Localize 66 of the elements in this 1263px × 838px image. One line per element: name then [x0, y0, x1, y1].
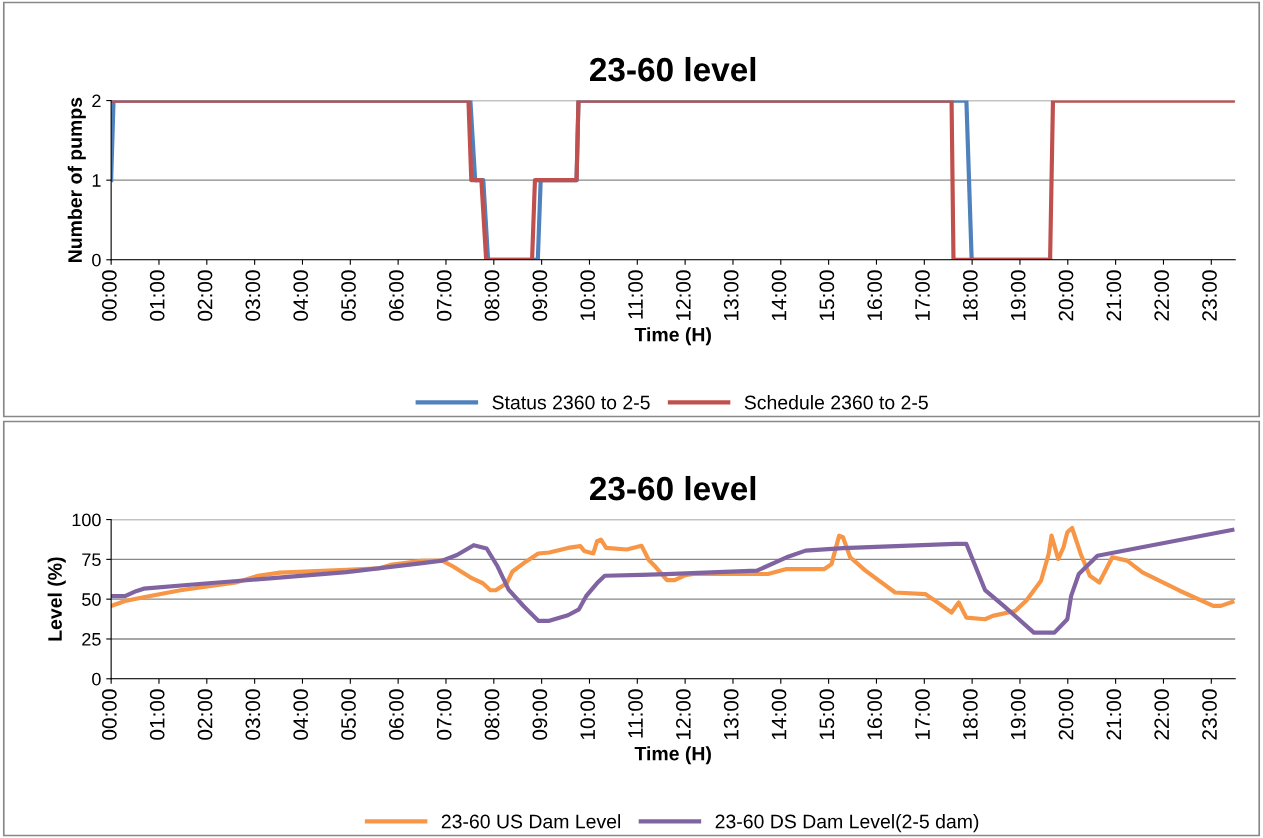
y-tick-label: 50: [82, 593, 101, 606]
x-tick-label: 00:00: [101, 270, 117, 321]
y-tick-label: 75: [82, 553, 101, 567]
x-tick-label: 14:00: [771, 689, 787, 740]
x-tick-label: 12:00: [675, 270, 691, 321]
x-tick-label: 17:00: [915, 689, 930, 740]
x-tick-label: 15:00: [819, 689, 835, 740]
x-tick-label: 01:00: [149, 270, 165, 321]
x-tick-label: 05:00: [341, 270, 356, 321]
x-tick-label: 04:00: [293, 689, 309, 740]
x-tick-label: 07:00: [436, 270, 452, 321]
x-tick-label: 12:00: [675, 689, 691, 740]
x-tick-label: 18:00: [962, 689, 978, 740]
x-tick-label: 05:00: [341, 689, 356, 740]
x-tick-label: 13:00: [723, 689, 739, 740]
y-tick-label: 2: [92, 94, 101, 108]
x-tick-label: 19:00: [1010, 270, 1026, 321]
x-tick-label: 04:00: [293, 270, 309, 321]
x-tick-label: 06:00: [388, 270, 404, 321]
x-tick-label: 02:00: [197, 270, 213, 321]
y-tick-label: 25: [82, 632, 101, 646]
x-tick-label: 18:00: [962, 270, 978, 321]
legend-label: 23-60 DS Dam Level(2-5 dam): [715, 814, 979, 833]
x-tick-label: 08:00: [484, 689, 500, 740]
y-tick-label: 1: [92, 174, 101, 187]
x-tick-label: 07:00: [436, 689, 452, 740]
x-tick-label: 16:00: [867, 689, 883, 740]
x-tick-label: 21:00: [1106, 270, 1122, 321]
x-tick-label: 19:00: [1010, 689, 1026, 740]
x-tick-label: 03:00: [245, 689, 261, 740]
x-tick-label: 00:00: [101, 689, 117, 740]
legend-label: 23-60 US Dam Level: [441, 814, 621, 829]
x-tick-label: 10:00: [580, 689, 596, 740]
x-axis-title: Time (H): [634, 746, 711, 765]
y-axis-title: Level (%): [47, 557, 66, 641]
x-tick-label: 08:00: [484, 270, 500, 321]
x-tick-label: 02:00: [197, 689, 213, 740]
x-tick-label: 22:00: [1154, 689, 1170, 740]
legend-label: Schedule 2360 to 2-5: [744, 395, 928, 410]
x-tick-label: 23:00: [1202, 689, 1217, 740]
x-tick-label: 03:00: [245, 270, 261, 321]
x-tick-label: 01:00: [149, 689, 165, 740]
x-tick-label: 11:00: [628, 689, 643, 738]
x-tick-label: 09:00: [532, 689, 548, 740]
x-tick-label: 13:00: [723, 270, 739, 321]
chart-title: 23-60 level: [590, 475, 756, 501]
x-tick-label: 20:00: [1058, 689, 1074, 740]
x-tick-label: 20:00: [1058, 270, 1074, 321]
x-tick-label: 16:00: [867, 270, 883, 321]
x-axis-title: Time (H): [634, 327, 711, 346]
x-tick-label: 22:00: [1154, 270, 1170, 321]
x-tick-label: 11:00: [628, 270, 643, 319]
x-tick-label: 14:00: [771, 270, 787, 321]
x-tick-label: 23:00: [1202, 270, 1217, 321]
x-tick-label: 10:00: [580, 270, 596, 321]
x-tick-label: 21:00: [1106, 689, 1122, 740]
y-tick-label: 100: [72, 513, 101, 527]
x-tick-label: 17:00: [915, 270, 930, 321]
legend-label: Status 2360 to 2-5: [492, 395, 650, 410]
x-tick-label: 09:00: [532, 270, 548, 321]
x-tick-label: 06:00: [388, 689, 404, 740]
y-tick-label: 0: [92, 253, 101, 267]
y-tick-label: 0: [92, 672, 101, 686]
chart-title: 23-60 level: [590, 56, 756, 82]
y-axis-title: Number of pumps: [67, 97, 86, 263]
x-tick-label: 15:00: [819, 270, 835, 321]
